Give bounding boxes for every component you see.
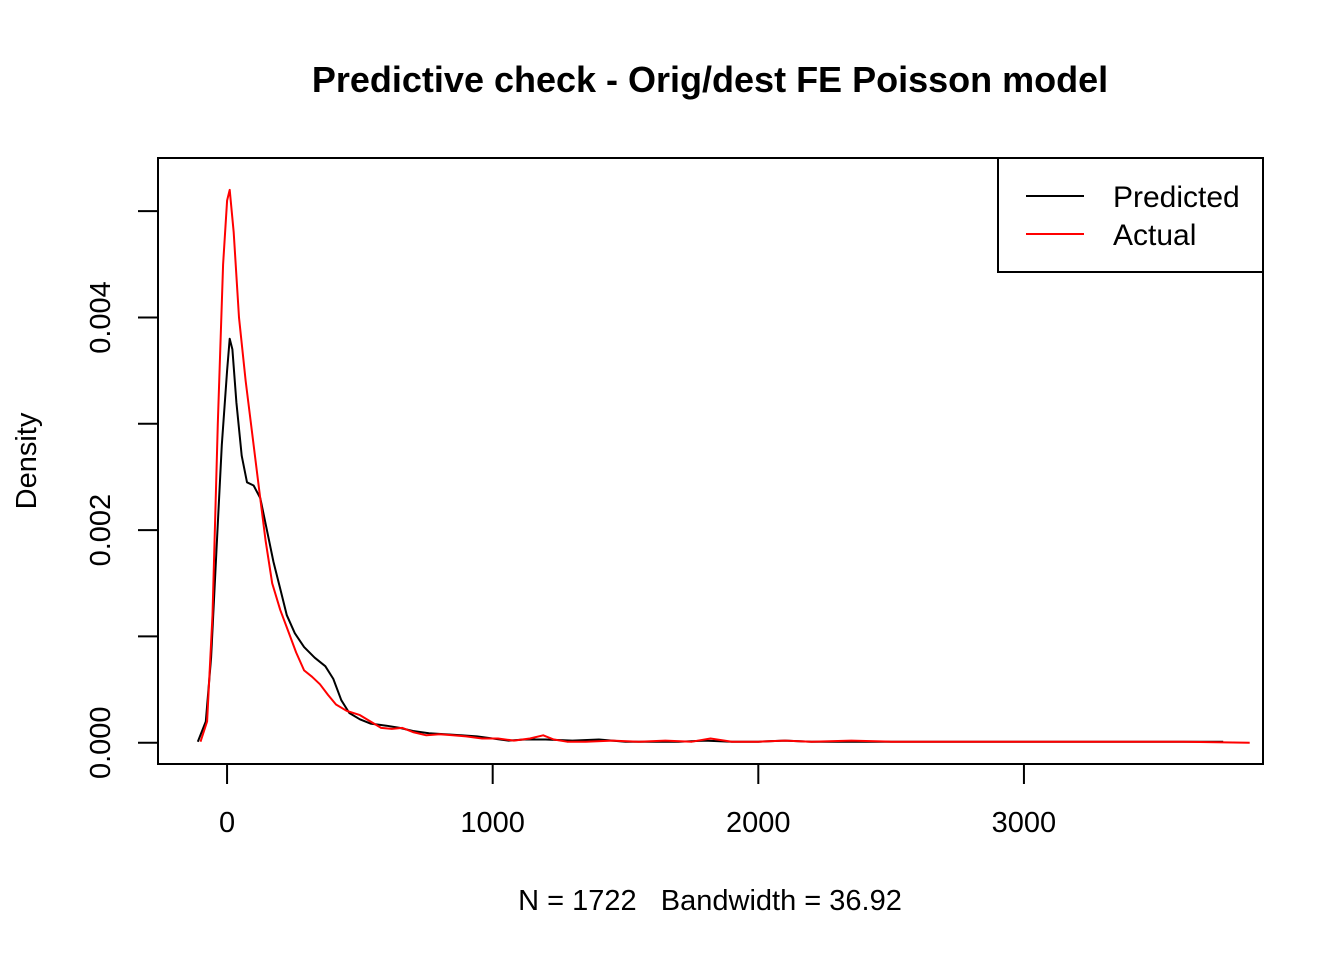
legend-predicted-label: Predicted bbox=[1113, 181, 1240, 214]
legend-box bbox=[997, 157, 1264, 273]
series-line-actual bbox=[199, 188, 1250, 744]
legend: Predicted Actual bbox=[997, 157, 1264, 273]
x-axis: 0 1000 2000 3000 bbox=[219, 764, 1056, 839]
y-tick-label: 0.004 bbox=[85, 281, 117, 354]
chart-title: Predictive check - Orig/dest FE Poisson … bbox=[312, 59, 1108, 100]
series-line-predicted bbox=[196, 337, 1224, 743]
x-tick-label: 3000 bbox=[992, 807, 1057, 839]
y-tick-label: 0.000 bbox=[85, 706, 117, 779]
y-tick-label: 0.002 bbox=[85, 494, 117, 567]
x-tick-label: 2000 bbox=[726, 807, 791, 839]
y-axis: 0.000 0.002 0.004 bbox=[85, 210, 158, 779]
x-tick-label: 0 bbox=[219, 807, 235, 839]
x-axis-label: N = 1722 Bandwidth = 36.92 bbox=[518, 885, 902, 917]
y-axis-label: Density bbox=[11, 412, 43, 509]
plot-frame bbox=[157, 157, 1264, 765]
x-tick-label: 1000 bbox=[460, 807, 525, 839]
series-layer bbox=[196, 188, 1250, 744]
legend-actual-label: Actual bbox=[1113, 219, 1196, 252]
